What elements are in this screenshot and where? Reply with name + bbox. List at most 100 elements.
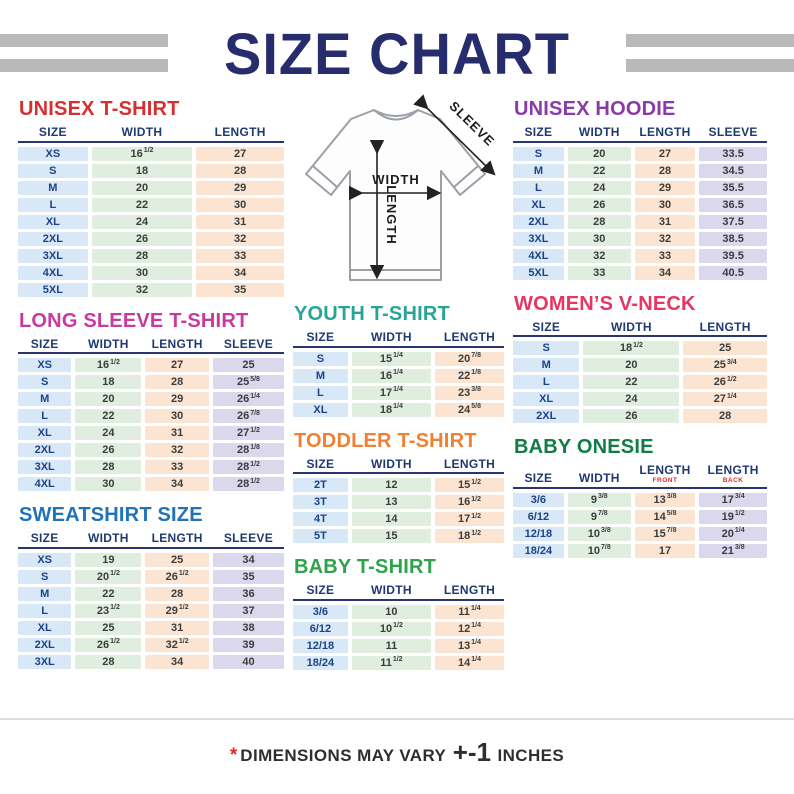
- table-header-row: SIZE WIDTH LENGTH: [293, 456, 504, 471]
- table-row: S 201/2 261/2 35: [18, 569, 285, 584]
- column-header: WIDTH: [578, 125, 620, 139]
- table-cell: 6/12: [513, 509, 564, 524]
- table-cell: 32: [91, 282, 193, 297]
- table-cell: 221/8: [434, 368, 504, 383]
- table-cell: 20: [567, 146, 631, 161]
- table-cell: 3XL: [513, 231, 564, 246]
- table-row: 4XL 30 34: [18, 265, 284, 280]
- table-cell: 34: [212, 552, 285, 567]
- diagram-length-label: LENGTH: [384, 185, 399, 244]
- table-cell: 30: [567, 231, 631, 246]
- table-cell: 261/2: [75, 637, 142, 652]
- column-header: WIDTH: [370, 330, 412, 344]
- table-row: S 20 27 33.5: [513, 146, 767, 161]
- table-cell: 31: [196, 214, 284, 229]
- table-row: 5XL 32 35: [18, 282, 284, 297]
- column-header: WIDTH: [87, 336, 129, 351]
- table-cell: 14: [351, 512, 431, 527]
- table-row: 3/6 93/8 133/8 173/4: [513, 492, 767, 507]
- column-header: SLEEVE: [708, 125, 758, 139]
- table-cell: 28: [196, 163, 284, 178]
- table-row: XL 26 30 36.5: [513, 197, 767, 212]
- table-cell: M: [513, 163, 564, 178]
- table-cell: 245/8: [434, 402, 504, 417]
- table-cell: 181/4: [351, 402, 431, 417]
- table-cell: 31: [145, 426, 209, 441]
- table-cell: 35: [196, 282, 284, 297]
- column-header: LENGTH: [443, 583, 496, 598]
- table-title: WOMEN’S V-NECK: [514, 292, 696, 315]
- table-cell: 2T: [293, 478, 348, 493]
- table-cell: L: [18, 197, 88, 212]
- youth-tshirt-table: YOUTH T-SHIRT SIZE WIDTH LENGTH S 151/4 207/8 M…: [293, 303, 504, 417]
- table-cell: 29: [196, 180, 284, 195]
- table-row: S 18 28 255/8: [18, 375, 285, 390]
- table-cell: 13: [351, 495, 431, 510]
- column-header: SIZE: [30, 531, 59, 546]
- table-title: UNISEX T-SHIRT: [19, 98, 180, 120]
- page-footer: * DIMENSIONS MAY VARY +-1 INCHES: [0, 718, 794, 794]
- table-row: M 20 29: [18, 180, 284, 195]
- column-header: SIZE: [524, 471, 553, 485]
- table-cell: 34: [196, 265, 284, 280]
- column-header: WIDTH: [121, 125, 163, 139]
- table-cell: 171/2: [434, 512, 504, 527]
- center-column: WIDTH LENGTH SLEEVE YOUTH T-SHIRT SIZE WID…: [293, 94, 504, 683]
- column-header: LENGTH: [151, 336, 203, 351]
- table-cell: 255/8: [212, 375, 285, 390]
- unisex-hoodie-table: UNISEX HOODIE SIZE WIDTH LENGTH SLEEVE S 20 27 3…: [513, 98, 767, 280]
- table-cell: 29: [145, 392, 209, 407]
- table-cell: 17: [634, 543, 696, 558]
- diagram-width-label: WIDTH: [372, 172, 420, 187]
- table-row: XS 19 25 34: [18, 552, 285, 567]
- page-header: SIZE CHART: [0, 0, 794, 92]
- gray-bar: [0, 34, 168, 47]
- tshirt-diagram-svg: WIDTH LENGTH SLEEVE: [305, 94, 498, 281]
- table-row: XS 161/2 27: [18, 146, 284, 161]
- column-header: SLEEVE: [223, 336, 274, 351]
- table-cell: 30: [634, 197, 696, 212]
- table-row: 18/24 107/8 17 213/8: [513, 543, 767, 558]
- table-cell: 30: [91, 265, 193, 280]
- column-header: WIDTH: [370, 456, 412, 471]
- decor-bars-right: [626, 34, 794, 72]
- table-cell: 38: [212, 620, 285, 635]
- table-cell: 33: [634, 248, 696, 263]
- table-cell: M: [513, 358, 580, 373]
- table-cell: 27: [634, 146, 696, 161]
- table-cell: 20: [75, 392, 142, 407]
- table-row: 3T 13 161/2: [293, 495, 504, 510]
- table-cell: 3T: [293, 495, 348, 510]
- table-cell: 18/24: [293, 655, 348, 670]
- column-header: SIZE: [306, 583, 335, 598]
- table-cell: 157/8: [634, 526, 696, 541]
- column-header: SIZE: [30, 336, 59, 351]
- header-divider: [293, 598, 504, 601]
- table-cell: M: [18, 586, 72, 601]
- table-cell: 2XL: [18, 231, 88, 246]
- toddler-tshirt-table: TODDLER T-SHIRT SIZE WIDTH LENGTH 2T 12 151/2 3…: [293, 430, 504, 544]
- table-cell: 291/2: [145, 603, 209, 618]
- table-row: L 22 30 267/8: [18, 409, 285, 424]
- table-cell: 28: [75, 460, 142, 475]
- table-cell: 261/4: [212, 392, 285, 407]
- table-cell: 173/4: [699, 492, 767, 507]
- table-cell: 4XL: [18, 477, 72, 492]
- table-cell: 3XL: [18, 460, 72, 475]
- table-cell: 3/6: [293, 604, 348, 619]
- table-header-row: SIZE WIDTH LENGTH FRONT LENGTH BACK: [513, 464, 767, 484]
- table-cell: L: [18, 409, 72, 424]
- table-cell: 32: [634, 231, 696, 246]
- table-cell: 103/8: [567, 526, 631, 541]
- header-divider: [293, 345, 504, 348]
- table-cell: S: [293, 351, 348, 366]
- decor-bars-left: [0, 34, 168, 72]
- table-row: M 20 253/4: [513, 358, 767, 373]
- table-row: 5XL 33 34 40.5: [513, 265, 767, 280]
- table-row: L 171/4 233/8: [293, 385, 504, 400]
- table-row: 3/6 10 111/4: [293, 604, 504, 619]
- table-row: L 22 261/2: [513, 375, 767, 390]
- table-cell: 35: [212, 569, 285, 584]
- table-cell: 33.5: [699, 146, 767, 161]
- table-cell: 28: [145, 586, 209, 601]
